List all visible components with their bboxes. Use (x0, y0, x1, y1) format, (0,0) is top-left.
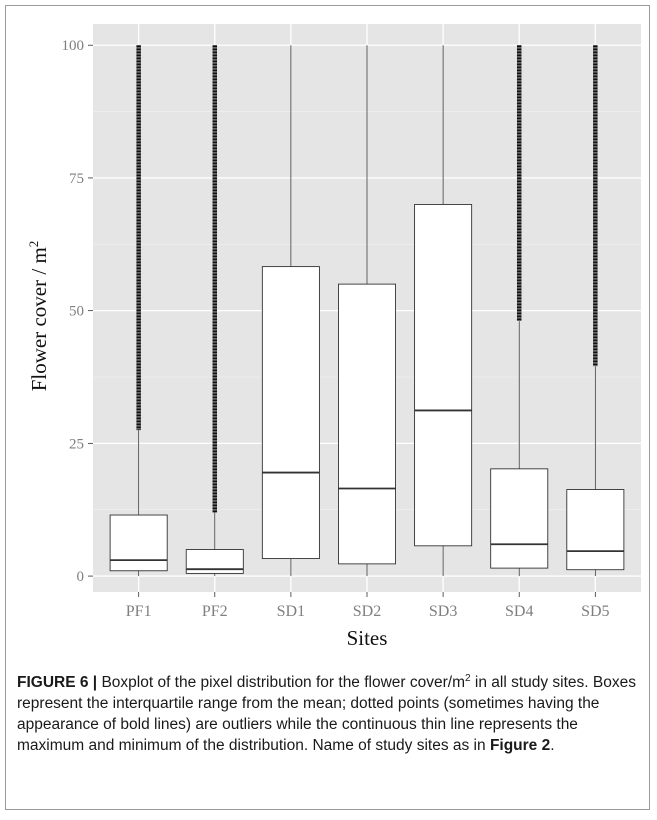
box-pf2 (185, 45, 244, 577)
y-tick-label: 0 (77, 569, 85, 585)
caption-text-1: Boxplot of the pixel distribution for th… (97, 674, 466, 691)
box-sd3 (414, 45, 473, 577)
box-iqr (185, 549, 244, 574)
caption-label: FIGURE 6 | (17, 674, 98, 691)
x-axis-ticks: PF1 PF2 SD1 SD2 SD3 SD4 SD5 (126, 592, 610, 620)
box-iqr (566, 489, 625, 571)
box-iqr (109, 514, 168, 572)
x-tick-label: SD4 (505, 603, 533, 620)
caption-figure-ref: Figure 2 (489, 737, 551, 754)
box-pf1 (109, 45, 168, 577)
box-sd2 (338, 45, 396, 577)
caption-end: . (550, 737, 555, 754)
box-iqr (414, 204, 473, 547)
x-tick-label: SD3 (429, 603, 457, 620)
x-tick-label: PF1 (126, 603, 152, 620)
caption-sup: 2 (465, 672, 471, 684)
x-tick-label: PF2 (202, 603, 228, 620)
box-group (109, 45, 625, 577)
boxplot-chart: 0 25 50 75 100 PF1 PF2 SD1 SD2 SD3 SD4 SD5 Sites F… (26, 24, 641, 650)
box-sd4 (490, 45, 549, 577)
y-tick-label: 75 (69, 171, 84, 187)
y-axis-title: Flower cover / m2 (26, 241, 51, 392)
x-tick-label: SD5 (581, 603, 609, 620)
y-tick-label: 25 (69, 436, 84, 452)
figure-caption: FIGURE 6 | Boxplot of the pixel distribu… (17, 672, 643, 756)
x-axis-title: Sites (347, 626, 388, 650)
caption-text-2: in all study sites. Boxes represent the … (17, 674, 636, 754)
box-iqr (338, 283, 396, 565)
y-tick-label: 50 (69, 304, 84, 320)
box-sd5 (566, 45, 625, 577)
x-tick-label: SD2 (353, 603, 381, 620)
y-axis-ticks: 0 25 50 75 100 (62, 38, 93, 585)
box-iqr (490, 468, 549, 569)
x-tick-label: SD1 (277, 603, 305, 620)
box-iqr (261, 266, 320, 560)
y-tick-label: 100 (62, 38, 85, 54)
box-sd1 (261, 45, 320, 577)
